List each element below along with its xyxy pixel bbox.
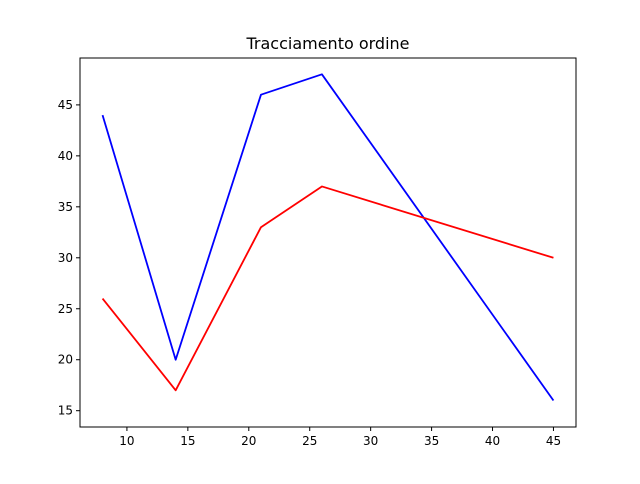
y-axis: 15 20 25 30 35 40 45 (58, 98, 80, 418)
x-tick-label: 15 (180, 434, 195, 448)
x-tick-label: 30 (363, 434, 378, 448)
x-axis: 10 15 20 25 30 35 40 45 (119, 427, 561, 448)
x-tick-label: 20 (241, 434, 256, 448)
x-tick-label: 45 (546, 434, 561, 448)
y-tick-label: 30 (58, 251, 73, 265)
y-tick-label: 40 (58, 149, 73, 163)
y-tick-label: 15 (58, 404, 73, 418)
x-tick-label: 25 (302, 434, 317, 448)
y-tick-label: 45 (58, 98, 73, 112)
y-tick-label: 20 (58, 353, 73, 367)
plot-area-frame (79, 57, 577, 428)
chart-title: Tracciamento ordine (245, 34, 409, 53)
x-tick-label: 10 (119, 434, 134, 448)
y-tick-label: 35 (58, 200, 73, 214)
series-line-2 (101, 185, 554, 392)
x-tick-label: 35 (424, 434, 439, 448)
y-tick-label: 25 (58, 302, 73, 316)
x-tick-label: 40 (485, 434, 500, 448)
series-layer (101, 73, 555, 402)
series-line-1 (101, 73, 555, 402)
